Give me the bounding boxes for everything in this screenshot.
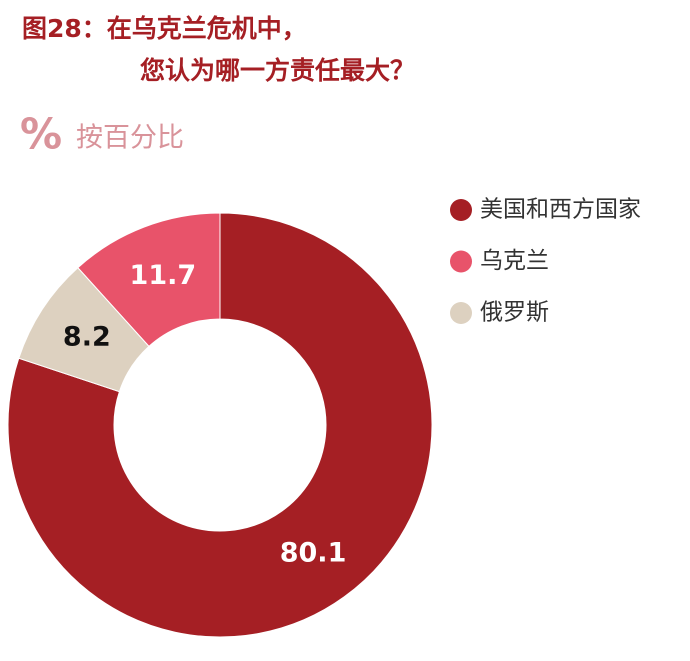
- donut-segment: [18, 267, 150, 393]
- data-label: 80.1: [280, 537, 347, 568]
- chart-title: 图28：在乌克兰危机中，: [22, 14, 307, 43]
- legend-swatch: [450, 199, 472, 221]
- data-label: 8.2: [63, 322, 111, 353]
- subtitle: 按百分比: [76, 123, 184, 154]
- legend-label: 俄罗斯: [480, 300, 549, 326]
- legend-label: 美国和西方国家: [480, 197, 641, 223]
- data-label: 11.7: [130, 260, 197, 291]
- legend-swatch: [450, 302, 472, 324]
- donut-segment: [7, 212, 433, 638]
- subtitle-icon: %: [20, 110, 62, 159]
- chart-title: 您认为哪一方责任最大？: [140, 56, 415, 85]
- legend-swatch: [450, 250, 472, 273]
- legend-label: 乌克兰: [480, 248, 549, 274]
